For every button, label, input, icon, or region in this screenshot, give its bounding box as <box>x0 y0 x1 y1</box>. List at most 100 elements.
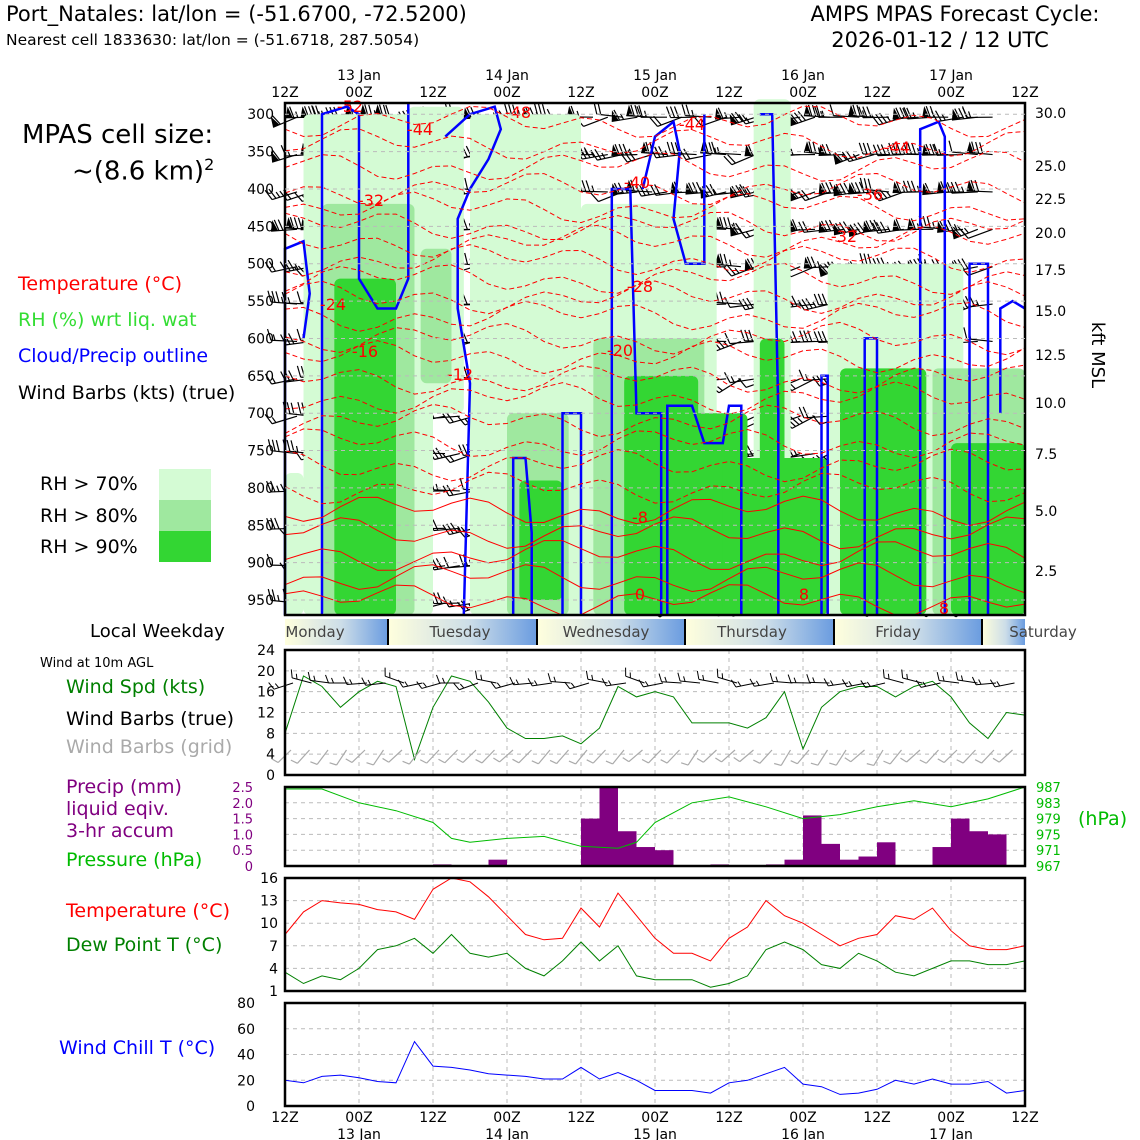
legend-barbs: Wind Barbs (kts) (true) <box>18 382 236 404</box>
barb-full <box>653 115 662 126</box>
pressure-tick: 650 <box>247 369 274 385</box>
barb-shaft <box>951 151 978 156</box>
barb-full <box>268 260 276 272</box>
barb-full <box>271 290 276 303</box>
barb-shaft <box>717 676 738 684</box>
weekday-cell <box>982 619 1025 645</box>
barb-full <box>787 674 792 683</box>
precip-bar <box>784 859 803 866</box>
barb-full <box>264 414 273 425</box>
precip-bar <box>877 842 896 866</box>
pressure-tick: 975 <box>1036 828 1061 843</box>
wind-barb-true <box>915 679 941 688</box>
barb-full <box>806 256 813 268</box>
barb-half <box>922 681 927 687</box>
wind-barb-grid <box>680 749 699 766</box>
barb-half <box>435 483 439 491</box>
barb-full <box>815 105 821 117</box>
barb-full <box>297 401 302 414</box>
wind-frame <box>283 648 1027 777</box>
barb-shaft <box>943 749 958 763</box>
barb-full <box>971 676 977 685</box>
barb-shaft <box>444 749 458 764</box>
wind-barb-true <box>769 673 793 684</box>
barb-shaft <box>873 749 884 766</box>
barb-full <box>432 519 439 531</box>
barb-half <box>938 148 942 156</box>
barb-full <box>719 216 724 229</box>
contour-label: 8 <box>799 585 809 604</box>
wind-barb-grid <box>844 749 865 763</box>
barb-full <box>267 439 272 451</box>
barb-half <box>286 149 291 157</box>
barb-flag <box>966 179 974 192</box>
legend-rh90-swatch <box>159 531 211 562</box>
date-tick-bottom: 17 Jan <box>929 1127 973 1140</box>
barb-full <box>696 758 704 763</box>
barb-flag <box>848 104 856 117</box>
barb-flag <box>611 110 619 122</box>
temperature-contour <box>284 381 1026 415</box>
barb-full <box>597 103 602 115</box>
barb-full <box>462 444 469 456</box>
barb-shaft <box>803 415 830 419</box>
temperature-contour <box>284 128 1026 160</box>
barb-half <box>702 674 705 681</box>
barb-full <box>746 297 754 309</box>
barb-flag <box>271 220 279 232</box>
windchill-label: Wind Chill T (°C) <box>59 1037 216 1059</box>
wind-barb <box>715 216 742 230</box>
barb-full <box>512 104 517 117</box>
barb-full <box>681 104 687 116</box>
barb-full <box>704 141 709 154</box>
barb-full <box>442 596 450 608</box>
dew-label: Dew Point T (°C) <box>66 934 223 956</box>
barb-full <box>537 103 543 116</box>
wind-barb-true <box>989 679 1015 688</box>
weekday-name: Wednesday <box>563 623 650 641</box>
barb-full <box>438 758 446 764</box>
wind-barb-grid <box>733 749 754 763</box>
barb-full <box>744 329 750 342</box>
barb-flag <box>285 217 293 229</box>
barb-flag <box>270 151 279 163</box>
wind-barb-true <box>882 669 904 684</box>
barb-shaft <box>495 682 516 689</box>
wind-barb-true <box>475 670 497 684</box>
wind-barb-true <box>601 678 627 687</box>
barb-full <box>623 151 632 162</box>
barb-full <box>688 182 695 194</box>
barb-full <box>361 677 367 686</box>
barb-full <box>288 370 295 382</box>
contour-label: -48 <box>505 103 531 122</box>
barb-full <box>813 293 820 306</box>
barb-half <box>886 115 891 122</box>
barb-shaft <box>532 682 553 687</box>
temp-tick: 10 <box>260 916 278 932</box>
hour-tick-bottom: 12Z <box>1011 1110 1038 1126</box>
precip-bar <box>599 787 618 866</box>
temperature-contour <box>284 516 1026 550</box>
pressure-tick: 750 <box>247 444 274 460</box>
barb-shaft <box>698 678 719 684</box>
wind-barb-grid <box>866 749 884 767</box>
barb-full <box>838 222 847 233</box>
temperature-contour <box>284 540 1026 571</box>
hour-tick-bottom: 00Z <box>641 1110 668 1126</box>
pressure-tick: 400 <box>247 182 274 198</box>
wind-barb-grid <box>641 749 662 764</box>
legend-rh70-swatch <box>159 469 211 500</box>
wind-tick: 0 <box>266 768 275 784</box>
barb-half <box>590 151 595 158</box>
wind-barb-grid <box>790 749 810 765</box>
barb-full <box>268 188 277 199</box>
barb-full <box>533 103 539 116</box>
barb-shaft <box>796 749 810 765</box>
kft-tick: 15.0 <box>1035 304 1066 320</box>
barb-flag <box>611 144 619 156</box>
barb-full <box>808 141 813 153</box>
barb-full <box>716 338 725 349</box>
wind-speed-label: Wind Spd (kts) <box>66 676 206 698</box>
barb-half <box>295 445 299 453</box>
hour-tick-top: 00Z <box>493 85 520 101</box>
